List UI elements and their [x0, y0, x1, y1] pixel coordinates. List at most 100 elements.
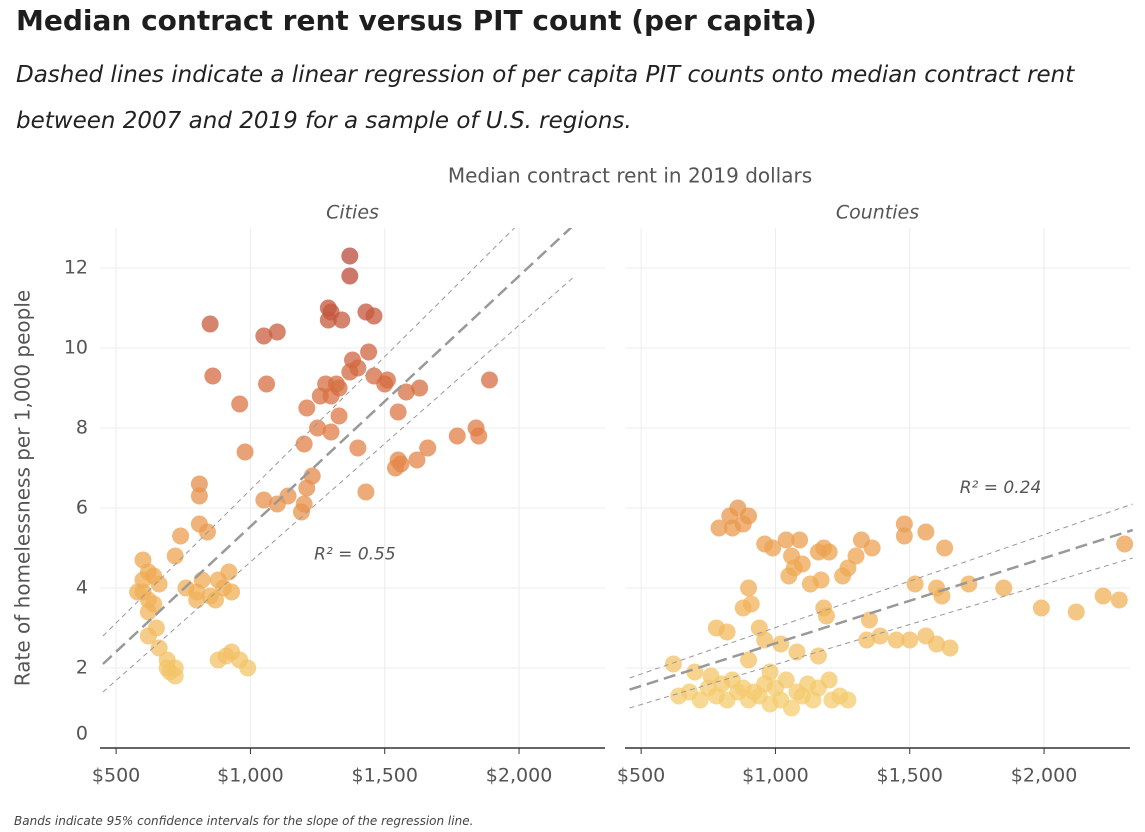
point: [820, 671, 838, 689]
point: [793, 555, 811, 573]
point: [860, 611, 878, 629]
subtitle: Dashed lines indicate a linear regressio…: [16, 62, 1075, 134]
point: [777, 531, 795, 549]
point: [847, 547, 865, 565]
point: [190, 475, 208, 493]
x-tick-label: $500: [617, 765, 665, 787]
point: [255, 327, 273, 345]
ci-line: [102, 228, 516, 637]
x-tick-label: $1,500: [351, 765, 417, 787]
point: [783, 699, 801, 717]
fit-group: [629, 503, 1134, 709]
y-axis-label: Rate of homelessness per 1,000 people: [11, 290, 35, 686]
point: [255, 491, 273, 509]
x-axis-label: Median contract rent in 2019 dollars: [448, 164, 812, 188]
point: [204, 367, 222, 385]
point: [718, 623, 736, 641]
point: [298, 479, 316, 497]
annotation: R² = 0.24: [960, 478, 1042, 498]
point: [901, 631, 919, 649]
point: [298, 399, 316, 417]
point: [150, 575, 168, 593]
point: [1032, 599, 1050, 617]
point: [295, 495, 313, 513]
point: [936, 539, 954, 557]
point: [172, 527, 190, 545]
points: [664, 499, 1134, 717]
point: [341, 247, 359, 265]
point: [871, 627, 889, 645]
facet-title: Counties: [836, 202, 919, 224]
point: [309, 419, 327, 437]
point: [220, 563, 238, 581]
point: [139, 627, 157, 645]
point: [190, 487, 208, 505]
x-tick-label: $500: [92, 765, 140, 787]
point: [408, 451, 426, 469]
point: [895, 527, 913, 545]
point: [268, 495, 286, 513]
point: [740, 579, 758, 597]
point: [207, 591, 225, 609]
point: [295, 435, 313, 453]
point: [823, 691, 841, 709]
point: [761, 663, 779, 681]
facet-title: Cities: [326, 202, 379, 224]
point: [258, 375, 276, 393]
point: [193, 571, 211, 589]
point: [239, 659, 257, 677]
point: [788, 643, 806, 661]
point: [134, 583, 152, 601]
point: [906, 575, 924, 593]
point: [201, 315, 219, 333]
point: [764, 539, 782, 557]
annotation: R² = 0.55: [314, 544, 396, 564]
x-tick-label: $1,500: [876, 765, 942, 787]
point: [330, 407, 348, 425]
point: [378, 371, 396, 389]
point: [887, 631, 905, 649]
point: [397, 383, 415, 401]
point: [812, 571, 830, 589]
point: [349, 359, 367, 377]
point: [411, 379, 429, 397]
point: [780, 567, 798, 585]
point: [740, 651, 758, 669]
point: [791, 531, 809, 549]
point: [470, 427, 488, 445]
point: [166, 659, 184, 677]
point: [917, 523, 935, 541]
point: [341, 267, 359, 285]
point: [150, 639, 168, 657]
point: [817, 607, 835, 625]
fit-group: [102, 228, 576, 693]
point: [928, 635, 946, 653]
y-tick-label: 0: [76, 723, 88, 745]
x-tick-label: $2,000: [486, 765, 552, 787]
point: [895, 515, 913, 533]
title: Median contract rent versus PIT count (p…: [16, 4, 817, 37]
chart: Median contract rent in 2019 dollars Rat…: [11, 164, 1134, 787]
point: [664, 655, 682, 673]
point: [236, 443, 254, 461]
point: [365, 307, 383, 325]
point: [839, 691, 857, 709]
ci-line: [102, 275, 576, 693]
point: [448, 427, 466, 445]
point: [1116, 535, 1134, 553]
point: [231, 395, 249, 413]
regression-line: [102, 228, 573, 665]
ci-line: [629, 503, 1133, 679]
point: [734, 515, 752, 533]
point: [995, 579, 1013, 597]
point: [1067, 603, 1085, 621]
point: [777, 671, 795, 689]
point: [933, 587, 951, 605]
point: [330, 379, 348, 397]
point: [804, 691, 822, 709]
point: [1094, 587, 1112, 605]
point: [349, 439, 367, 457]
point: [188, 591, 206, 609]
point: [863, 539, 881, 557]
